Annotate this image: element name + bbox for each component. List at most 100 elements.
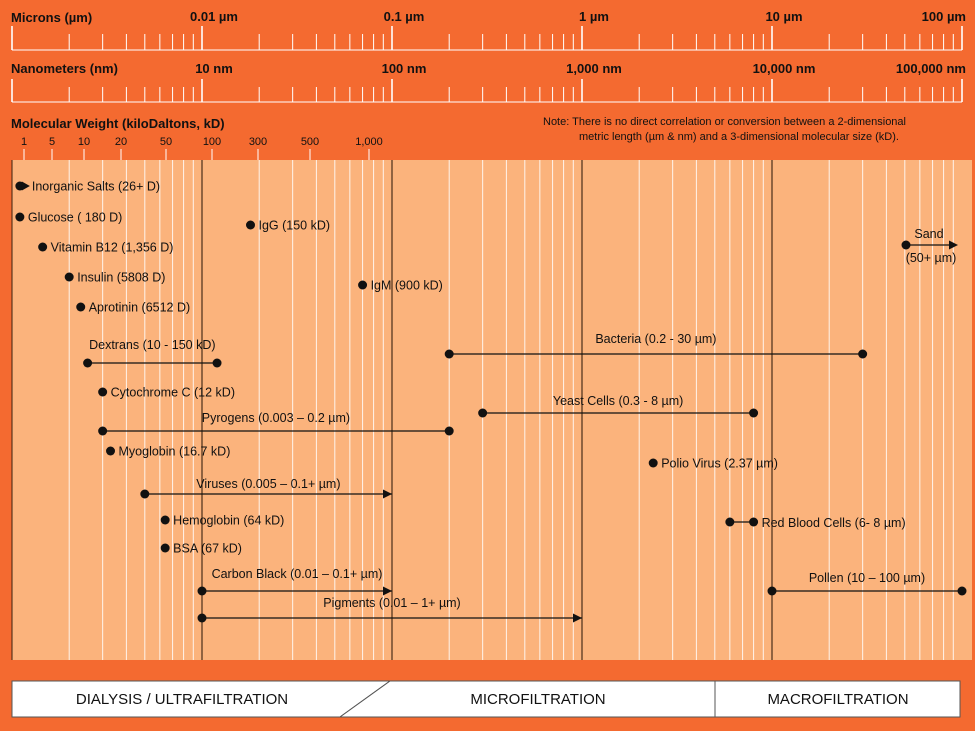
mw-tick-label: 10 bbox=[78, 136, 90, 148]
particle-item: Pollen (10 – 100 µm) bbox=[767, 571, 967, 596]
range-start-marker bbox=[725, 517, 735, 527]
mw-tick-label: 1,000 bbox=[355, 136, 383, 148]
particle-item: BSA (67 kD) bbox=[160, 542, 242, 556]
particle-item: Glucose ( 180 D) bbox=[15, 211, 122, 225]
range-end-marker bbox=[212, 358, 222, 368]
particle-item: Insulin (5808 D) bbox=[64, 271, 165, 285]
range-end-marker bbox=[957, 586, 967, 596]
item-arrow bbox=[21, 181, 30, 191]
note-line-2: metric length (µm & nm) and a 3-dimensio… bbox=[579, 131, 899, 143]
item-label: Bacteria (0.2 - 30 µm) bbox=[595, 332, 716, 346]
range-end-arrow bbox=[383, 489, 392, 499]
item-label: Polio Virus (2.37 µm) bbox=[661, 457, 778, 471]
particle-item: Pigments (0.01 – 1+ µm) bbox=[197, 596, 582, 623]
item-label: Viruses (0.005 – 0.1+ µm) bbox=[196, 477, 340, 491]
molecular-weight-title: Molecular Weight (kiloDaltons, kD) bbox=[11, 116, 225, 131]
particle-item: Vitamin B12 (1,356 D) bbox=[38, 241, 173, 255]
item-label: Red Blood Cells (6- 8 µm) bbox=[762, 516, 906, 530]
item-marker bbox=[160, 515, 170, 525]
item-label: Aprotinin (6512 D) bbox=[89, 301, 190, 315]
particle-item: Bacteria (0.2 - 30 µm) bbox=[444, 332, 868, 359]
nanometers-tick-label: 1,000 nm bbox=[566, 61, 622, 76]
range-start-marker bbox=[478, 408, 488, 418]
item-label: Pyrogens (0.003 – 0.2 µm) bbox=[202, 411, 350, 425]
chart-right-border bbox=[972, 160, 975, 660]
particle-item: IgM (900 kD) bbox=[358, 279, 443, 293]
item-label: Inorganic Salts (26+ D) bbox=[32, 180, 160, 194]
microns-scale-title: Microns (µm) bbox=[11, 10, 92, 25]
mw-tick-label: 300 bbox=[249, 136, 267, 148]
sand-arrow-head bbox=[949, 240, 958, 250]
range-start-marker bbox=[767, 586, 777, 596]
range-start-marker bbox=[197, 586, 207, 596]
item-label: Pigments (0.01 – 1+ µm) bbox=[323, 596, 460, 610]
range-end-marker bbox=[749, 408, 759, 418]
microns-tick-label: 10 µm bbox=[765, 9, 802, 24]
mw-tick-label: 100 bbox=[203, 136, 221, 148]
chart-left-border bbox=[0, 160, 12, 660]
nanometers-tick-label: 100,000 nm bbox=[896, 61, 966, 76]
microns-tick-label: 100 µm bbox=[922, 9, 966, 24]
molecular-weight-ticks: 1 5 10 20 50 100 300 500 1,000 bbox=[21, 136, 383, 160]
particle-item: Aprotinin (6512 D) bbox=[76, 301, 190, 315]
mw-tick-label: 500 bbox=[301, 136, 319, 148]
microns-tick-label: 0.1 µm bbox=[384, 9, 425, 24]
range-end-marker bbox=[749, 517, 759, 527]
range-start-marker bbox=[444, 349, 454, 359]
range-start-marker bbox=[197, 613, 207, 623]
particle-item: Viruses (0.005 – 0.1+ µm) bbox=[140, 477, 392, 499]
particle-items: Inorganic Salts (26+ D) Glucose ( 180 D) V… bbox=[15, 180, 967, 623]
item-sublabel: (50+ µm) bbox=[906, 251, 957, 265]
mw-tick-label: 50 bbox=[160, 136, 172, 148]
item-label: Insulin (5808 D) bbox=[77, 271, 165, 285]
item-marker bbox=[160, 543, 170, 553]
item-label: IgM (900 kD) bbox=[371, 279, 443, 293]
item-marker bbox=[64, 272, 74, 282]
particle-item: Inorganic Salts (26+ D) bbox=[15, 180, 160, 194]
chart-background bbox=[12, 160, 972, 660]
macrofiltration-band-label: MACROFILTRATION bbox=[767, 691, 908, 708]
particle-item: Sand (50+ µm) bbox=[901, 227, 958, 265]
mw-tick-label: 20 bbox=[115, 136, 127, 148]
item-marker bbox=[38, 242, 48, 252]
item-label: Yeast Cells (0.3 - 8 µm) bbox=[553, 394, 683, 408]
range-end-marker bbox=[858, 349, 868, 359]
nanometers-tick-label: 10,000 nm bbox=[753, 61, 816, 76]
mw-tick-label: 5 bbox=[49, 136, 55, 148]
item-label: Glucose ( 180 D) bbox=[28, 211, 122, 225]
particle-item: Pyrogens (0.003 – 0.2 µm) bbox=[98, 411, 454, 436]
particle-item: Myoglobin (16.7 kD) bbox=[106, 445, 230, 459]
item-label: Vitamin B12 (1,356 D) bbox=[51, 241, 174, 255]
mw-tick-label: 1 bbox=[21, 136, 27, 148]
range-end-arrow bbox=[573, 613, 582, 623]
range-end-marker bbox=[444, 426, 454, 436]
header-background bbox=[0, 0, 975, 160]
item-label: Sand bbox=[914, 227, 943, 241]
particle-item: IgG (150 kD) bbox=[246, 219, 330, 233]
particle-item: Cytochrome C (12 kD) bbox=[98, 386, 235, 400]
item-marker bbox=[15, 212, 25, 222]
particle-item: Red Blood Cells (6- 8 µm) bbox=[725, 516, 906, 530]
particle-item: Dextrans (10 - 150 kD) bbox=[83, 338, 222, 368]
item-label: Hemoglobin (64 kD) bbox=[173, 514, 284, 528]
particle-item: Carbon Black (0.01 – 0.1+ µm) bbox=[197, 567, 392, 596]
particle-item: Hemoglobin (64 kD) bbox=[160, 514, 284, 528]
particle-item: Polio Virus (2.37 µm) bbox=[648, 457, 778, 471]
item-marker bbox=[246, 220, 256, 230]
scale-ticks: 0.01 µm 0.1 µm 1 µm 10 µm 100 µm 10 nm 100 nm 1… bbox=[11, 9, 966, 103]
range-start-marker bbox=[98, 426, 108, 436]
item-label: IgG (150 kD) bbox=[259, 219, 331, 233]
filtration-bands: DIALYSIS / ULTRAFILTRATION MICROFILTRATI… bbox=[11, 680, 961, 718]
item-label: Pollen (10 – 100 µm) bbox=[809, 571, 925, 585]
item-label: Cytochrome C (12 kD) bbox=[111, 386, 235, 400]
item-marker bbox=[98, 387, 108, 397]
microfiltration-band-label: MICROFILTRATION bbox=[470, 691, 605, 708]
item-marker bbox=[106, 446, 116, 456]
item-label: Carbon Black (0.01 – 0.1+ µm) bbox=[212, 567, 383, 581]
item-label: BSA (67 kD) bbox=[173, 542, 242, 556]
microns-tick-label: 1 µm bbox=[579, 9, 609, 24]
macrofiltration-band bbox=[714, 680, 961, 718]
note-line-1: Note: There is no direct correlation or … bbox=[543, 116, 906, 128]
